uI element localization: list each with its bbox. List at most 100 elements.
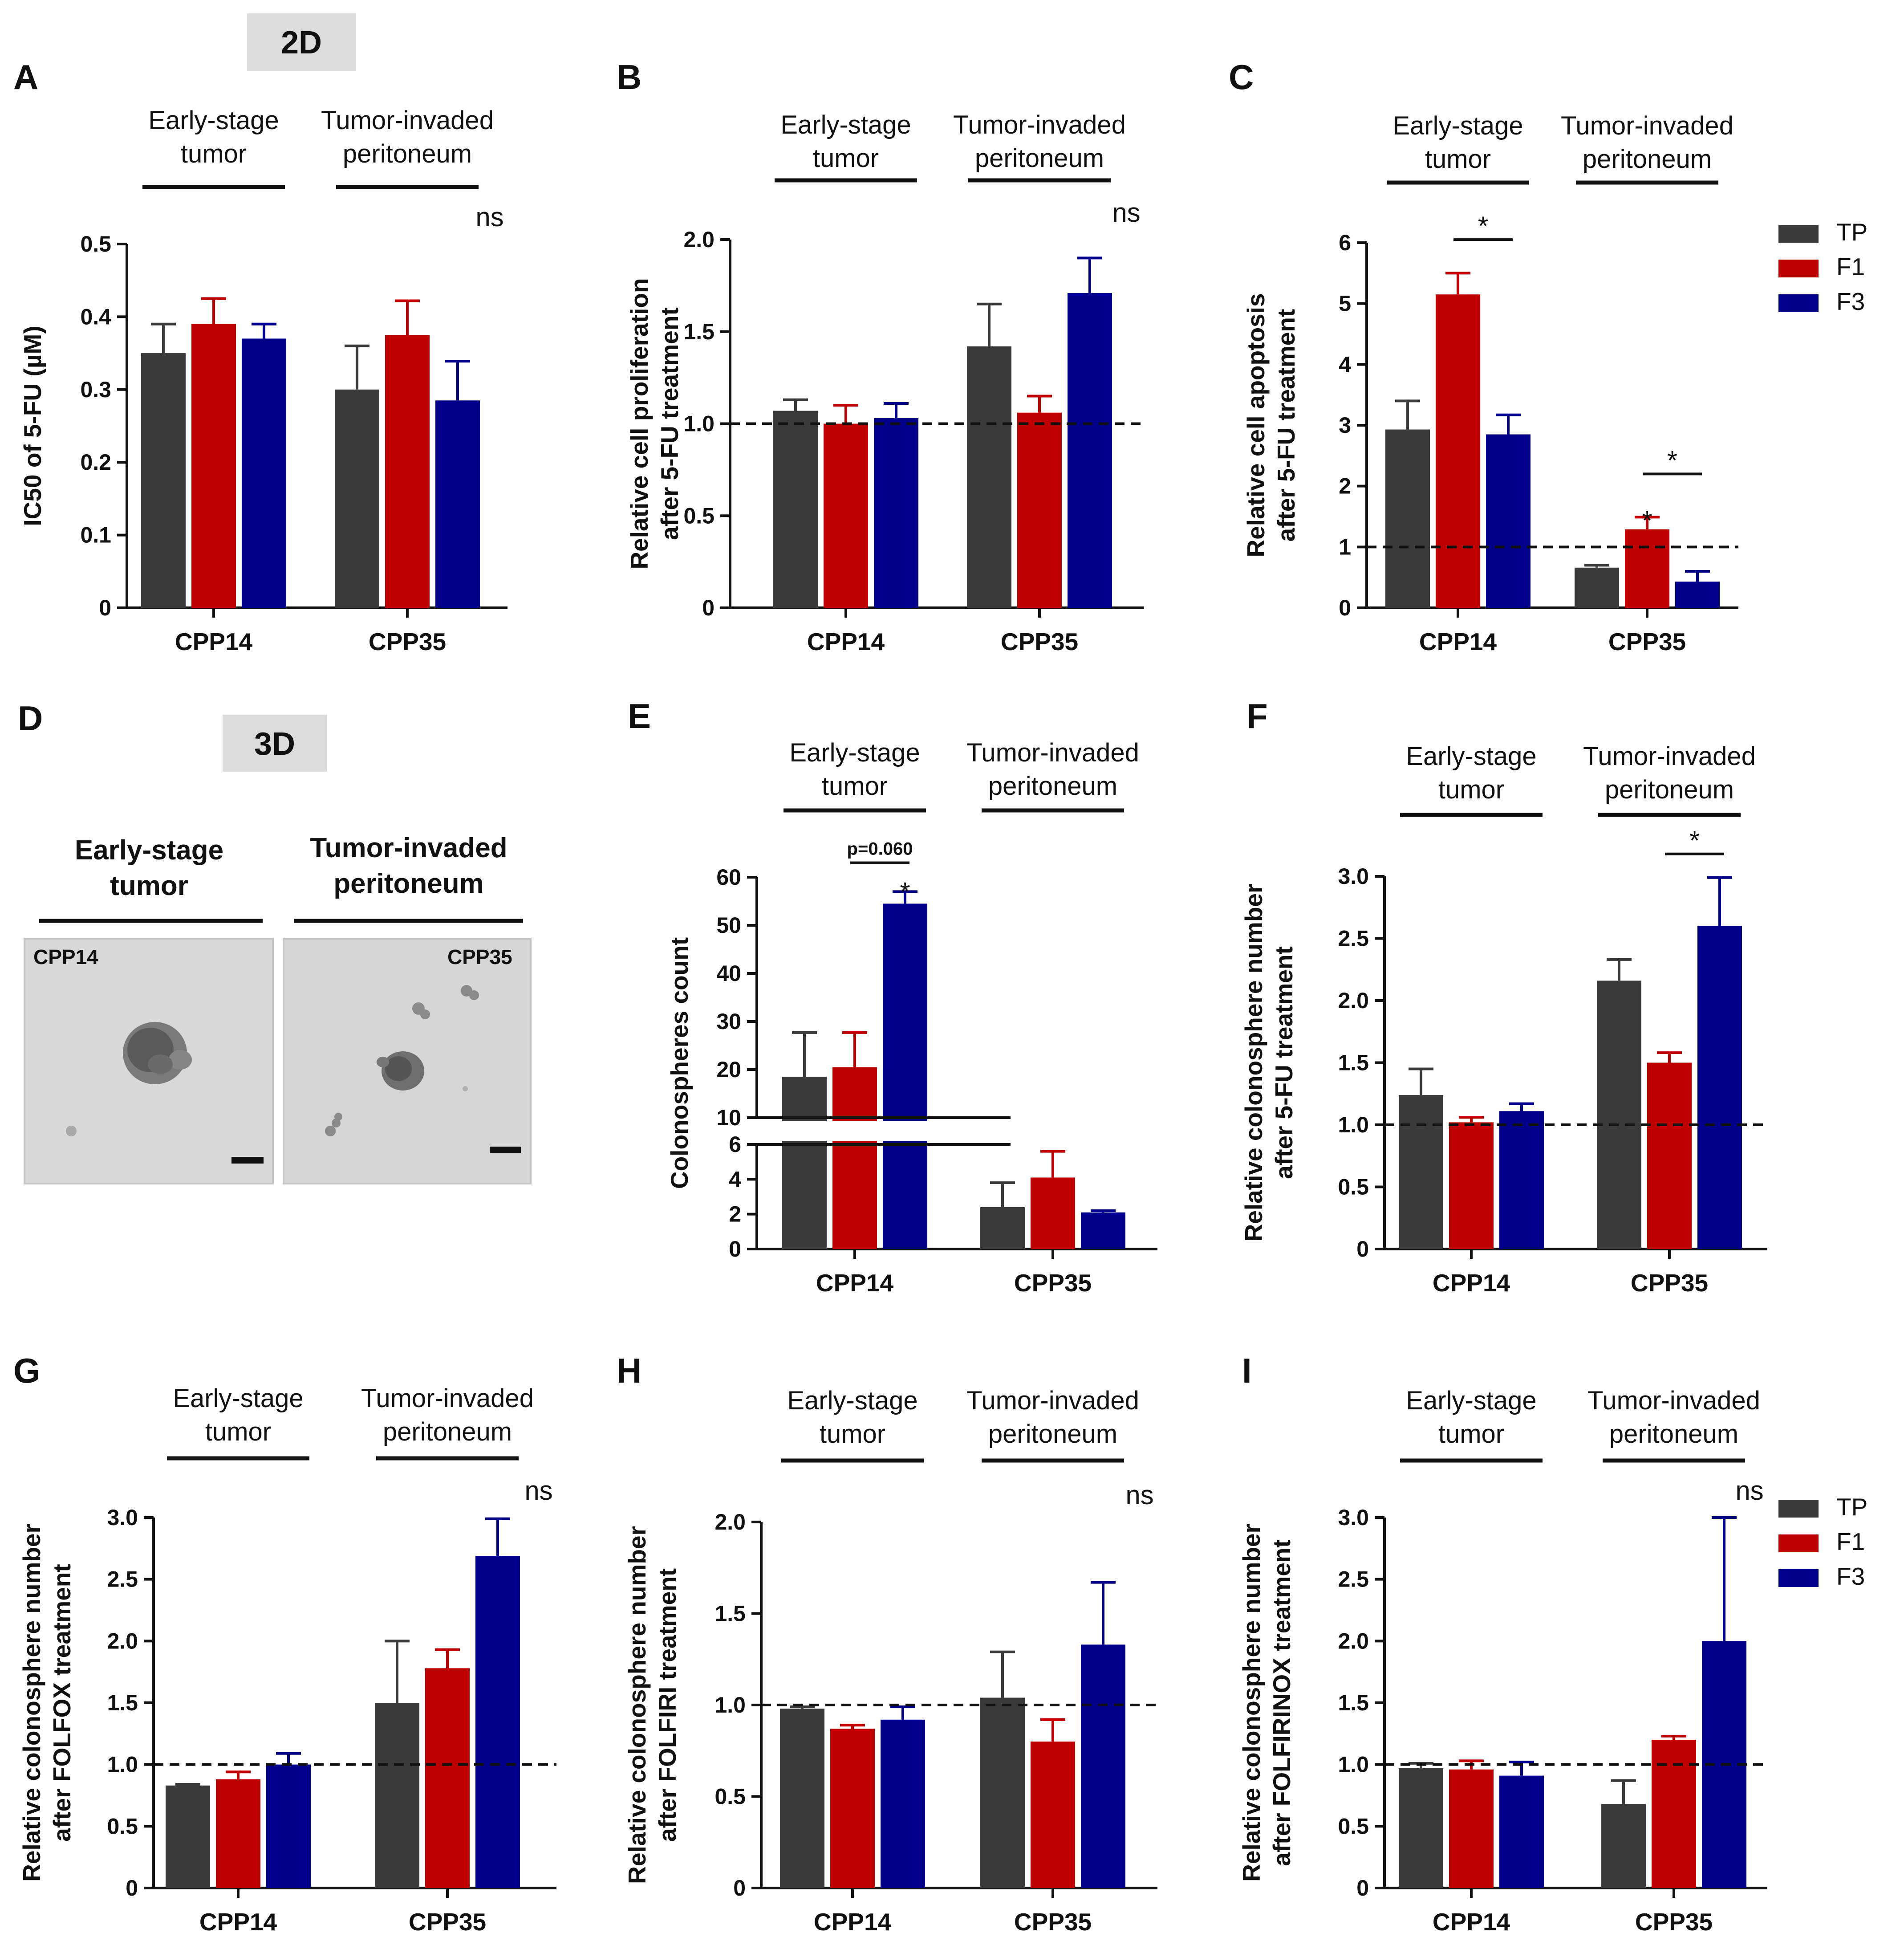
- panel-i-x-tick-label: CPP35: [1635, 1908, 1713, 1936]
- panel-b-significance-ns: ns: [1112, 198, 1140, 228]
- bar-tp-cpp35: [375, 1703, 419, 1888]
- panel-h-y-tick-label: 0.5: [715, 1784, 746, 1809]
- bar-f1-cpp14: [216, 1779, 260, 1888]
- panel-f-group-header-line2: tumor: [1438, 775, 1504, 804]
- bar-f3-cpp14: [881, 1719, 925, 1888]
- panel-f-y-axis-label: Relative colonosphere number: [1240, 884, 1267, 1242]
- panel-a-y-tick-label: 0: [99, 595, 111, 620]
- panel-a-x-tick-label: CPP35: [369, 628, 446, 655]
- panel-h-group-header-line1: Early-stage: [787, 1386, 917, 1415]
- bar-f3-cpp14: [874, 418, 918, 608]
- micrograph-cpp14-label: CPP14: [33, 945, 98, 968]
- panel-h-y-tick-label: 1.5: [715, 1601, 746, 1626]
- panel-g-significance-ns: ns: [524, 1476, 552, 1506]
- panel-c-y-tick-label: 5: [1339, 291, 1351, 316]
- legend-label-f1: F1: [1836, 253, 1865, 281]
- panel-c-group-header-line2: tumor: [1425, 145, 1491, 174]
- panel-c-y-tick-label: 2: [1339, 474, 1351, 499]
- panel-letter-c: C: [1229, 57, 1254, 97]
- panel-h-y-tick-label: 2.0: [715, 1510, 746, 1534]
- panel-i-y-axis-label: Relative colonosphere number: [1238, 1524, 1265, 1882]
- panel-e-axis-break-gap: [759, 1121, 1160, 1141]
- panel-i-x-tick-label: CPP14: [1433, 1908, 1510, 1936]
- panel-e-significance-label: p=0.060: [847, 839, 913, 859]
- panel-c-significance-label: *: [1478, 211, 1488, 241]
- bar-f3-cpp14: [1499, 1111, 1544, 1249]
- panel-c-y-axis-label: Relative cell apoptosis: [1242, 293, 1270, 557]
- panel-i-y-tick-label: 0: [1356, 1876, 1369, 1900]
- bar-f3-cpp35: [1081, 1644, 1125, 1888]
- legend-swatch-tp: [1778, 225, 1819, 243]
- panel-a-group-header-line2: tumor: [181, 139, 247, 168]
- panel-a-significance-ns: ns: [475, 202, 503, 232]
- panel-c-y-tick-label: 4: [1339, 352, 1351, 377]
- panel-b-group-header-line1: Tumor-invaded: [953, 110, 1126, 139]
- panel-g-y-tick-label: 1.0: [107, 1752, 138, 1777]
- panel-g-y-tick-label: 1.5: [107, 1690, 138, 1715]
- panel-h-group-header-line1: Tumor-invaded: [966, 1386, 1139, 1415]
- panel-g-y-tick-label: 2.5: [107, 1567, 138, 1592]
- legend-bottom: TP F1 F3: [1778, 1493, 1867, 1590]
- bar-f3-cpp35: [475, 1555, 520, 1888]
- panel-d-col1-title-line1: Early-stage: [75, 835, 223, 866]
- panel-letter-b: B: [617, 57, 641, 97]
- panel-b-y-tick-label: 0.5: [683, 503, 715, 528]
- bar-tp-cpp14: [773, 411, 818, 608]
- chart-panel-h: H Early-stage tumor Tumor-invaded peritoneum…: [617, 1351, 1157, 1936]
- panel-letter-d: D: [18, 699, 43, 738]
- panel-b-y-axis-label: after 5-FU treatment: [656, 307, 683, 540]
- chart-panels: A Early-stage tumor Tumor-invaded peritoneum…: [13, 57, 1767, 1936]
- bar-tp-cpp35: [980, 1697, 1025, 1888]
- panel-d-col2-title-line1: Tumor-invaded: [310, 833, 507, 863]
- colonosphere-cpp14: [66, 1022, 192, 1136]
- panel-e-y-tick-label: 30: [716, 1009, 741, 1034]
- chart-panel-g: G Early-stage tumor Tumor-invaded peritoneum…: [13, 1351, 556, 1936]
- bar-f1-cpp14: [824, 423, 868, 608]
- panel-i-y-tick-label: 2.0: [1338, 1628, 1369, 1653]
- panel-letter-h: H: [617, 1351, 641, 1390]
- bar-tp-cpp35: [967, 346, 1011, 608]
- panel-c-significance-label: *: [1667, 445, 1677, 475]
- micrograph-cpp35-label: CPP35: [447, 945, 512, 968]
- panel-i-group-header-line2: peritoneum: [1609, 1420, 1738, 1449]
- panel-g-group-header-line1: Tumor-invaded: [361, 1384, 534, 1413]
- panel-f-y-tick-label: 0: [1356, 1237, 1369, 1261]
- colonosphere-cpp35: [325, 985, 479, 1136]
- legend-swatch-f1: [1778, 1534, 1819, 1552]
- panel-e-y-tick-label: 6: [729, 1132, 741, 1157]
- panel-a-y-tick-label: 0.5: [80, 232, 111, 256]
- panel-e-y-tick-label: 60: [716, 865, 741, 890]
- bar-f1-cpp14: [1449, 1122, 1494, 1249]
- panel-h-x-tick-label: CPP35: [1014, 1908, 1092, 1936]
- chart-panel-e: E Early-stage tumor Tumor-invaded peritoneum…: [628, 696, 1160, 1297]
- bar-f1-cpp35: [1647, 1062, 1692, 1249]
- legend-swatch-f1: [1778, 260, 1819, 277]
- bar-tp-cpp14: [1399, 1095, 1443, 1249]
- panel-e-group-header-line1: Tumor-invaded: [966, 738, 1139, 767]
- panel-i-y-tick-label: 1.5: [1338, 1690, 1369, 1715]
- panel-g-group-header-line2: peritoneum: [383, 1417, 512, 1446]
- panel-e-x-tick-label: CPP35: [1014, 1269, 1092, 1297]
- bar-f1-cpp14: [1449, 1769, 1494, 1888]
- legend-swatch-tp: [1778, 1500, 1819, 1518]
- panel-h-group-header-line2: tumor: [820, 1420, 885, 1449]
- panel-a-group-header-line2: peritoneum: [343, 139, 472, 168]
- panel-b-x-tick-label: CPP14: [807, 628, 885, 655]
- panel-c-group-header-line2: peritoneum: [1583, 145, 1712, 174]
- panel-f-y-tick-label: 1.0: [1338, 1112, 1369, 1137]
- panel-i-group-header-line2: tumor: [1438, 1420, 1504, 1449]
- panel-a-group-header-line1: Early-stage: [148, 106, 279, 135]
- panel-e-group-header-line2: peritoneum: [988, 772, 1117, 801]
- panel-g-y-tick-label: 2.0: [107, 1628, 138, 1653]
- panel-e-y-tick-label: 0: [729, 1237, 741, 1261]
- bar-f1-cpp14: [832, 1067, 877, 1249]
- panel-e-y-tick-label: 4: [729, 1167, 741, 1192]
- bar-f3-cpp14: [883, 903, 927, 1249]
- panel-b-y-tick-label: 0: [702, 595, 715, 620]
- chart-panel-c: C Early-stage tumor Tumor-invaded peritoneum…: [1229, 57, 1738, 655]
- panel-i-y-tick-label: 2.5: [1338, 1567, 1369, 1592]
- panel-g-y-tick-label: 0.5: [107, 1814, 138, 1839]
- legend-swatch-f3: [1778, 294, 1819, 312]
- panel-letter-i: I: [1242, 1351, 1252, 1390]
- panel-i-group-header-line1: Early-stage: [1406, 1386, 1536, 1415]
